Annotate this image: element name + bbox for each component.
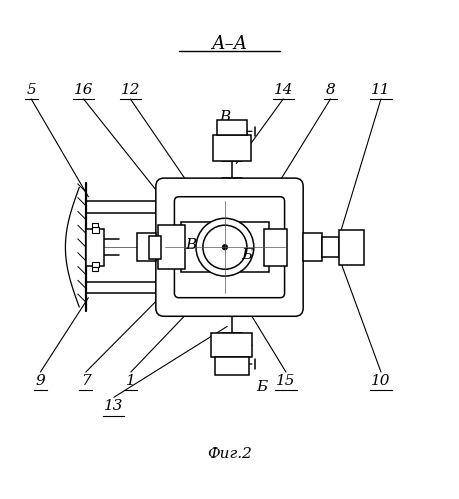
Text: 16: 16 bbox=[74, 83, 93, 97]
Circle shape bbox=[196, 218, 254, 276]
Text: Б: Б bbox=[241, 249, 252, 262]
Text: Б: Б bbox=[256, 380, 267, 394]
Text: В: В bbox=[185, 238, 196, 252]
FancyBboxPatch shape bbox=[174, 197, 285, 298]
FancyBboxPatch shape bbox=[156, 178, 303, 316]
Text: Фиг.2: Фиг.2 bbox=[207, 447, 252, 461]
Text: 7: 7 bbox=[81, 374, 91, 388]
Bar bbox=[213, 135, 251, 161]
Bar bbox=[158, 225, 185, 269]
Text: 8: 8 bbox=[325, 83, 336, 97]
Bar bbox=[149, 236, 161, 258]
Bar bbox=[322, 237, 339, 257]
Bar bbox=[92, 262, 99, 267]
Text: 15: 15 bbox=[276, 374, 296, 388]
Text: 13: 13 bbox=[104, 400, 123, 414]
Bar bbox=[92, 227, 99, 233]
Bar bbox=[211, 333, 252, 357]
Bar bbox=[93, 267, 98, 271]
Bar bbox=[181, 222, 269, 272]
Text: В: В bbox=[219, 110, 230, 124]
Bar bbox=[93, 224, 98, 227]
Bar bbox=[303, 234, 322, 261]
Text: 1: 1 bbox=[126, 374, 136, 388]
Circle shape bbox=[203, 225, 247, 269]
Text: 9: 9 bbox=[35, 374, 45, 388]
Circle shape bbox=[222, 245, 228, 250]
Bar bbox=[86, 229, 105, 265]
Text: 11: 11 bbox=[371, 83, 391, 97]
Text: 10: 10 bbox=[371, 374, 391, 388]
Bar bbox=[217, 120, 247, 135]
Text: 14: 14 bbox=[274, 83, 293, 97]
Text: 5: 5 bbox=[26, 83, 36, 97]
Bar bbox=[264, 229, 287, 265]
Text: А–А: А–А bbox=[212, 35, 247, 53]
Text: 12: 12 bbox=[121, 83, 140, 97]
Bar bbox=[338, 230, 364, 264]
Bar bbox=[137, 234, 156, 261]
Bar bbox=[215, 357, 249, 375]
